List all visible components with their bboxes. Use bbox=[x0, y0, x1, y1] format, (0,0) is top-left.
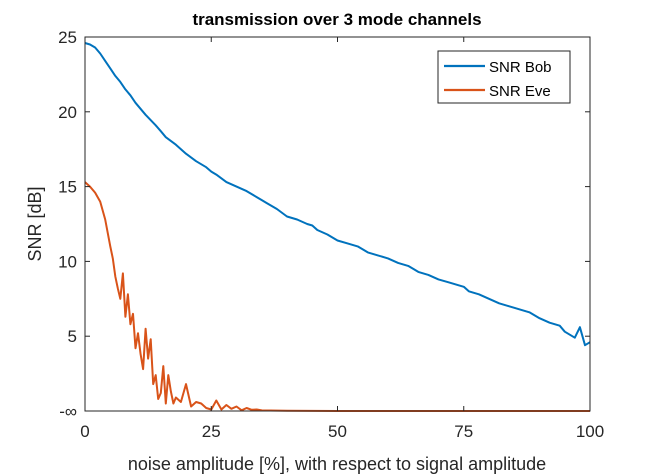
y-tick-label: 25 bbox=[58, 28, 77, 47]
y-axis-label: SNR [dB] bbox=[25, 186, 45, 261]
series-line-snr-eve bbox=[84, 181, 590, 412]
legend-box bbox=[437, 50, 571, 104]
y-tick-label: 10 bbox=[58, 252, 77, 271]
y-tick-label: 5 bbox=[68, 327, 77, 346]
legend-label-bob: SNR Bob bbox=[489, 59, 552, 76]
chart-title: transmission over 3 mode channels bbox=[192, 10, 481, 29]
x-tick-label: 50 bbox=[328, 422, 347, 441]
x-tick-label: 25 bbox=[202, 422, 221, 441]
series-layer bbox=[84, 42, 591, 412]
x-tick-label: 100 bbox=[576, 422, 604, 441]
x-tick-label: 75 bbox=[454, 422, 473, 441]
legend-label-eve: SNR Eve bbox=[489, 83, 551, 100]
x-tick-label: 0 bbox=[80, 422, 89, 441]
y-tick-label: 20 bbox=[58, 103, 77, 122]
x-axis-label: noise amplitude [%], with respect to sig… bbox=[128, 454, 546, 474]
series-line-snr-bob bbox=[84, 42, 591, 347]
legend: SNR Bob SNR Eve bbox=[437, 50, 571, 104]
y-tick-label: -∞ bbox=[59, 402, 77, 421]
y-tick-label: 15 bbox=[58, 178, 77, 197]
tick-layer: 0 25 50 75 100 -∞ 5 10 15 20 25 bbox=[58, 28, 604, 441]
